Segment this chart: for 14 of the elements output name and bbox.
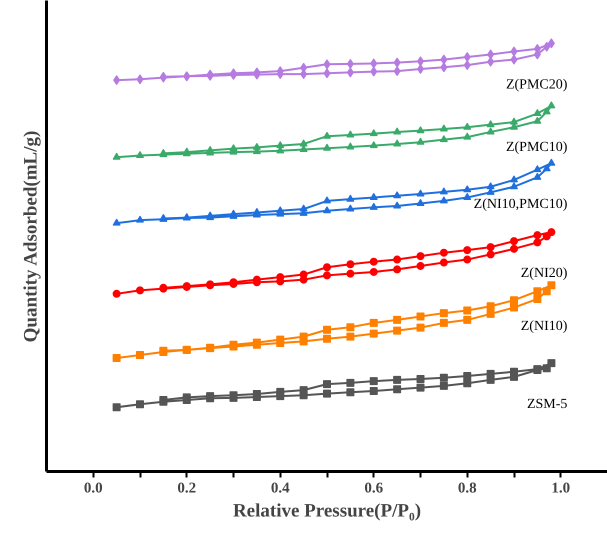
series-label: Z(PMC20): [506, 77, 568, 92]
x-tick-label: 0.8: [458, 480, 477, 496]
x-tick-label: 1.0: [551, 480, 570, 496]
x-axis-title: Relative Pressure(P/P₀): [232, 500, 422, 522]
series-label: Z(NI20): [520, 266, 568, 282]
x-tick-label: 0.4: [270, 480, 290, 496]
x-tick-label: 0.0: [84, 480, 103, 496]
x-tick-label: 0.6: [364, 480, 384, 496]
series-label: Z(NI10,PMC10): [474, 197, 568, 212]
series-label: Z(NI10): [520, 319, 568, 334]
x-tick-label: 0.2: [177, 480, 196, 496]
y-axis-title: Quantity Adsorbed(mL/g): [20, 130, 42, 342]
series-label: ZSM-5: [526, 397, 568, 412]
series-label: Z(PMC10): [506, 140, 568, 155]
